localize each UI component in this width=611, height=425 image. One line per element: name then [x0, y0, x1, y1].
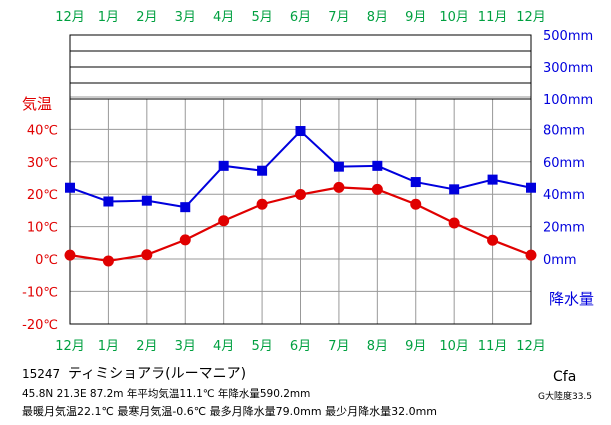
precipitation-point [487, 174, 498, 185]
temperature-point [371, 183, 383, 195]
precipitation-point [65, 182, 75, 193]
temperature-tick-label: 20℃ [27, 188, 58, 203]
precipitation-point [449, 184, 460, 195]
info-line-1: 45.8N 21.3E 87.2m 年平均気温11.1℃ 年降水量590.2mm [22, 387, 310, 400]
plot-border [69, 34, 532, 325]
temperature-point [448, 217, 460, 229]
precipitation-tick-label: 500mm [543, 29, 593, 44]
temperature-tick-label: 40℃ [27, 123, 58, 138]
info-line-2: 最暖月気温22.1℃ 最寒月気温-0.6℃ 最多月降水量79.0mm 最少月降水… [22, 404, 437, 418]
temperature-tick-label: 30℃ [27, 156, 58, 171]
climate-class: Cfa [553, 369, 576, 385]
precipitation-tick-label: 100mm [543, 93, 593, 108]
month-label-bottom: 5月 [251, 339, 272, 354]
month-label-bottom: 3月 [175, 339, 196, 354]
month-label-top: 9月 [405, 10, 426, 25]
month-label-bottom: 10月 [439, 339, 469, 354]
month-label-top: 12月 [55, 10, 85, 25]
temperature-axis-label: 気温 [22, 95, 52, 113]
precipitation-point [218, 160, 229, 171]
month-label-bottom: 4月 [213, 339, 234, 354]
month-label-bottom: 8月 [367, 339, 388, 354]
station-name: ティミショアラ(ルーマニア) [68, 366, 246, 382]
temperature-point [525, 249, 537, 261]
temperature-point [64, 249, 76, 261]
temperature-tick-label: -10℃ [22, 285, 58, 300]
month-label-bottom: 12月 [516, 339, 546, 354]
continentality: G大陸度33.5 [538, 390, 592, 402]
precipitation-point [257, 165, 268, 176]
month-label-top: 6月 [290, 10, 311, 25]
month-labels-bottom: 12月 1月 2月 3月 4月 5月 6月 7月 8月 9月 10月 11月 12月 [55, 339, 546, 354]
month-label-bottom: 12月 [55, 339, 85, 354]
month-label-top: 10月 [439, 10, 469, 25]
temperature-point [295, 189, 306, 201]
chart-frame [69, 34, 532, 325]
precipitation-point [333, 161, 344, 172]
temperature-tick-label: 10℃ [27, 221, 58, 236]
station-id: 15247 [22, 367, 60, 381]
precipitation-point [526, 182, 536, 193]
precipitation-point [103, 196, 114, 207]
month-label-bottom: 6月 [290, 339, 311, 354]
precipitation-tick-label: 300mm [543, 61, 593, 76]
month-label-bottom: 11月 [478, 339, 508, 354]
precipitation-tick-label: 80mm [543, 123, 585, 138]
temperature-tick-label: -20℃ [22, 318, 58, 333]
month-label-top: 2月 [136, 10, 157, 25]
temperature-point [256, 198, 268, 210]
month-label-bottom: 9月 [405, 339, 426, 354]
month-label-top: 5月 [251, 10, 272, 25]
precipitation-axis-ticks: 0mm 20mm 40mm 60mm 80mm 100mm 300mm 500mm [543, 29, 593, 268]
precipitation-tick-label: 20mm [543, 221, 585, 236]
temperature-tick-label: 0℃ [35, 253, 58, 268]
month-label-top: 3月 [175, 10, 196, 25]
precipitation-axis-label: 降水量 [549, 290, 594, 308]
precipitation-point [180, 202, 191, 213]
precipitation-point [410, 177, 421, 188]
precipitation-point [295, 126, 306, 137]
precipitation-point [141, 195, 152, 206]
month-label-top: 12月 [516, 10, 546, 25]
series-markers [64, 126, 537, 267]
temperature-point [218, 215, 230, 227]
precipitation-tick-label: 60mm [543, 156, 585, 171]
month-label-top: 8月 [367, 10, 388, 25]
temperature-point [333, 181, 345, 193]
month-label-top: 1月 [98, 10, 119, 25]
month-label-bottom: 1月 [98, 339, 119, 354]
month-label-bottom: 2月 [136, 339, 157, 354]
month-label-top: 11月 [478, 10, 508, 25]
month-label-top: 4月 [213, 10, 234, 25]
temperature-point [102, 255, 114, 267]
month-label-top: 7月 [328, 10, 349, 25]
month-label-bottom: 7月 [328, 339, 349, 354]
temperature-point [487, 234, 499, 246]
temperature-point [141, 249, 153, 261]
precipitation-point [372, 160, 383, 171]
precipitation-tick-label: 40mm [543, 188, 585, 203]
temperature-axis-ticks: 40℃ 30℃ 20℃ 10℃ 0℃ -10℃ -20℃ [22, 123, 58, 332]
temperature-point [410, 198, 422, 210]
month-labels-top: 12月 1月 2月 3月 4月 5月 6月 7月 8月 9月 10月 11月 12月 [55, 10, 546, 25]
precipitation-tick-label: 0mm [543, 253, 577, 268]
temperature-point [179, 234, 191, 246]
